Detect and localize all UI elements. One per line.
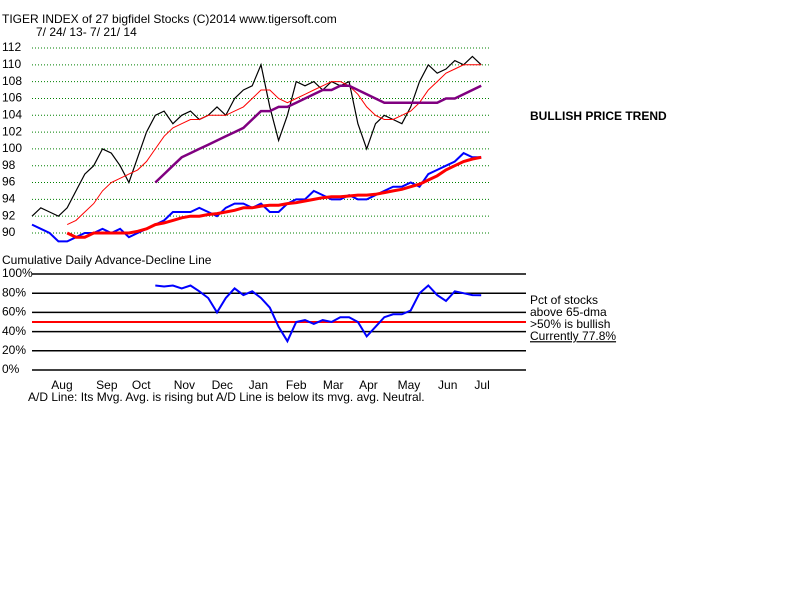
x-tick-label: Oct [132,378,151,392]
annotation: BULLISH PRICE TREND [530,109,667,123]
y-tick-label: 100% [2,266,33,280]
y-tick-label: 40% [2,324,26,338]
y-tick-label: 80% [2,285,26,299]
series-line [31,55,482,217]
series-line [66,155,482,239]
y-tick-label: 102 [2,124,22,138]
x-tick-label: Mar [323,378,344,392]
x-tick-label: Jun [438,378,457,392]
y-tick-label: 90 [2,225,16,239]
chart-title: TIGER INDEX of 27 bigfidel Stocks (C)201… [2,12,337,26]
y-tick-label: 104 [2,107,22,121]
x-tick-label: Apr [359,378,378,392]
x-tick-label: Aug [51,378,72,392]
y-tick-label: 100 [2,141,22,155]
series-line [66,64,482,226]
x-tick-label: Nov [174,378,195,392]
x-tick-label: Dec [212,378,233,392]
footer: A/D Line: Its Mvg. Avg. is rising but A/… [28,390,425,404]
y-tick-label: 108 [2,74,22,88]
x-tick-label: Jan [249,378,268,392]
y-tick-label: 92 [2,208,16,222]
chart-subtitle: 7/ 24/ 13- 7/ 21/ 14 [36,25,137,39]
y-tick-label: 60% [2,305,26,319]
ad-label: Cumulative Daily Advance-Decline Line [2,253,212,267]
y-tick-label: 110 [2,57,21,71]
note: >50% is bullish [530,317,610,331]
y-tick-label: 94 [2,192,16,206]
note: Currently 77.8% [530,329,616,343]
y-tick-label: 112 [2,40,21,54]
series-line [155,284,482,344]
x-tick-label: May [398,378,421,392]
x-tick-label: Sep [96,378,118,392]
x-tick-label: Feb [286,378,307,392]
x-tick-label: Jul [474,378,489,392]
y-tick-label: 106 [2,91,22,105]
series-line [154,84,482,184]
y-tick-label: 96 [2,175,16,189]
note: above 65-dma [530,305,607,319]
y-tick-label: 20% [2,343,26,357]
y-tick-label: 98 [2,158,16,172]
y-tick-label: 0% [2,362,20,376]
note: Pct of stocks [530,293,598,307]
